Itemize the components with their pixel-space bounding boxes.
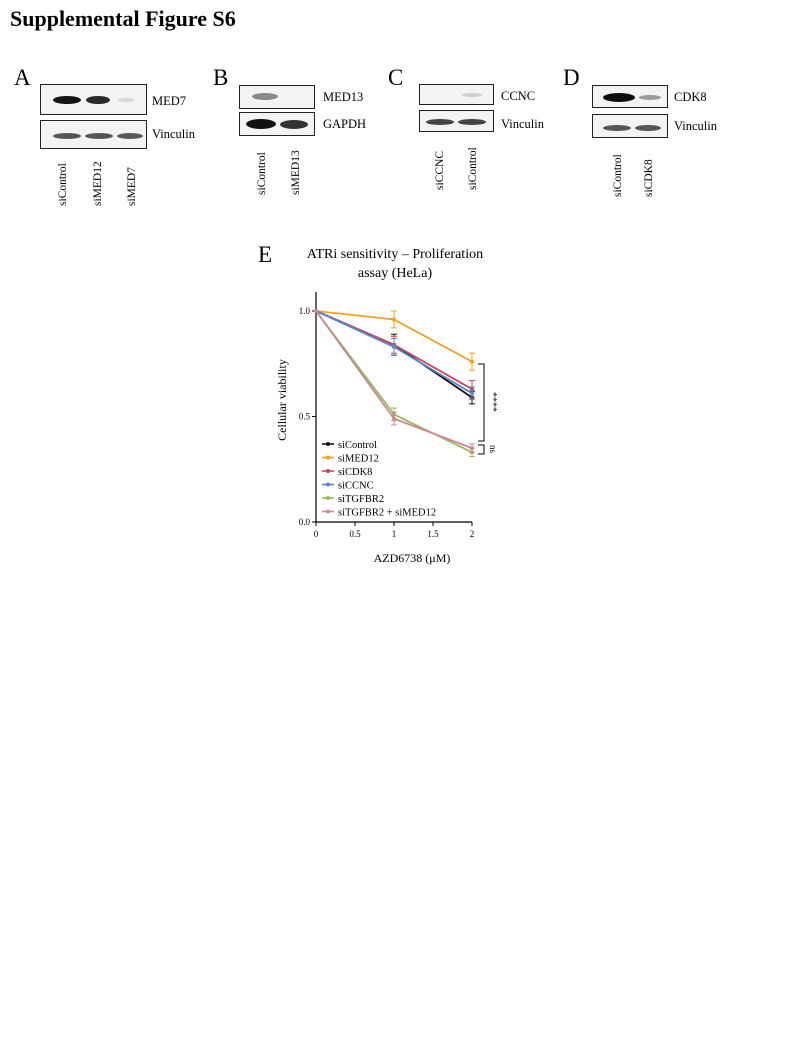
chart-title: ATRi sensitivity – Proliferation assay (… xyxy=(260,245,530,283)
blot-band xyxy=(603,93,635,102)
band-label-vinculin: Vinculin xyxy=(152,127,195,141)
data-point xyxy=(470,359,474,364)
blot-band xyxy=(603,125,631,131)
data-point xyxy=(392,416,396,421)
panel-letter-c: C xyxy=(388,65,404,90)
blot-a-med7 xyxy=(40,84,147,115)
legend-marker xyxy=(326,496,330,500)
panel-letter-e: E xyxy=(258,242,273,267)
panel-letter-a: A xyxy=(14,65,31,90)
band-label-vinculin: Vinculin xyxy=(501,117,544,131)
blot-band xyxy=(458,119,486,125)
y-tick-label: 1.0 xyxy=(299,306,311,316)
chart-title-line-2: assay (HeLa) xyxy=(357,266,433,281)
blot-b-gapdh xyxy=(239,112,315,136)
chart-title-line-1: ATRi sensitivity – Proliferation xyxy=(306,247,484,262)
data-point xyxy=(470,391,474,396)
blot-band xyxy=(639,95,661,100)
blot-band xyxy=(246,119,276,129)
blot-band xyxy=(85,133,113,139)
legend-marker xyxy=(326,509,330,514)
legend-label: siTGFBR2 xyxy=(338,494,384,505)
legend-label: siMED12 xyxy=(338,454,379,465)
legend-label: siCCNC xyxy=(338,481,374,492)
blot-band xyxy=(635,125,661,131)
blot-band xyxy=(53,133,81,139)
legend-marker xyxy=(326,469,330,473)
data-point xyxy=(470,446,474,451)
blot-c-ccnc xyxy=(419,84,494,105)
blot-b-med13 xyxy=(239,85,315,109)
x-tick-label: 0.5 xyxy=(349,529,361,539)
legend-marker xyxy=(326,442,330,446)
blot-band xyxy=(53,96,81,104)
band-label-med7: MED7 xyxy=(152,94,187,108)
legend-marker xyxy=(326,482,330,487)
blot-band xyxy=(426,119,454,125)
panel-letter-b: B xyxy=(213,65,229,90)
legend-marker xyxy=(326,455,330,460)
significance-bracket xyxy=(478,363,485,442)
blot-a-vinculin xyxy=(40,120,147,149)
legend-label: siTGFBR2 + siMED12 xyxy=(338,508,436,519)
legend-label: siCDK8 xyxy=(338,467,372,478)
panel-letter-d: D xyxy=(563,65,580,90)
significance-bracket xyxy=(478,444,485,455)
x-axis-label: AZD6738 (μM) xyxy=(374,551,451,565)
band-label-vinculin: Vinculin xyxy=(674,119,717,133)
significance-label: ns xyxy=(488,445,498,454)
band-label-ccnc: CCNC xyxy=(501,89,536,103)
data-point xyxy=(314,309,318,313)
figure-title: Supplemental Figure S6 xyxy=(10,6,236,31)
band-label-med13: MED13 xyxy=(323,90,364,104)
blot-band xyxy=(86,96,110,104)
y-tick-label: 0.5 xyxy=(299,412,311,422)
data-point xyxy=(392,344,396,349)
blot-band xyxy=(280,120,308,129)
band-label-cdk8: CDK8 xyxy=(674,90,707,104)
blot-band xyxy=(117,133,143,139)
blot-band xyxy=(252,93,278,100)
blot-band xyxy=(462,93,482,97)
blot-band xyxy=(118,98,134,102)
blot-c-vinculin xyxy=(419,110,494,132)
y-tick-label: 0.0 xyxy=(299,517,311,527)
x-tick-label: 1.5 xyxy=(427,529,439,539)
data-point xyxy=(392,317,396,322)
x-tick-label: 2 xyxy=(470,529,475,539)
legend-label: siControl xyxy=(338,440,377,451)
significance-label: **** xyxy=(487,392,498,412)
x-tick-label: 1 xyxy=(392,529,397,539)
viability-chart: Cellular viability AZD6738 (μM) 0.0 0.5 1.… xyxy=(275,292,498,565)
y-axis-label: Cellular viability xyxy=(275,359,289,441)
x-tick-label: 0 xyxy=(314,529,319,539)
band-label-gapdh: GAPDH xyxy=(323,117,367,131)
blot-d-vinculin xyxy=(592,114,668,138)
blot-d-cdk8 xyxy=(592,85,668,108)
